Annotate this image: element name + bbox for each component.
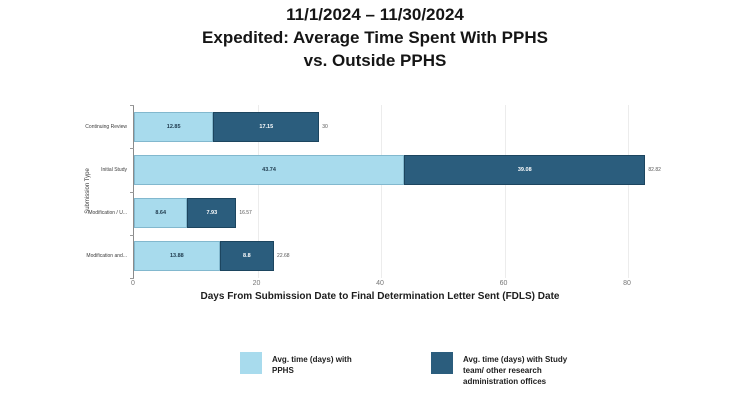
bar-total-label: 82.82: [648, 166, 661, 173]
x-axis-ticks: 0 20 40 60 80: [131, 280, 690, 292]
bar-segment-outside[interactable]: 7.93: [187, 198, 237, 229]
x-tick-label: 0: [131, 280, 135, 287]
gridline: [628, 105, 629, 278]
legend-label-outside: Avg. time (days) with Study team/ other …: [463, 355, 568, 387]
legend-item-pphs[interactable]: Avg. time (days) with PPHS: [240, 352, 372, 376]
chart-title: 11/1/2024 – 11/30/2024 Expedited: Averag…: [0, 3, 750, 72]
bar-total-label: 16.57: [239, 210, 252, 217]
gridline: [504, 105, 506, 278]
chart-title-line-2: Expedited: Average Time Spent With PPHS: [202, 28, 548, 47]
bar-value-label: 43.74: [262, 166, 276, 173]
plot-area: Continuing Review 12.85 17.15 30 Initial Stu…: [85, 105, 691, 279]
x-tick-label: 80: [623, 280, 631, 287]
y-tick-mark: [130, 234, 134, 236]
x-tick-label: 40: [376, 280, 384, 287]
y-tick-mark: [130, 105, 134, 106]
x-axis-title: Days From Submission Date to Final Deter…: [200, 291, 560, 302]
bar-segment-outside[interactable]: 8.8: [219, 241, 275, 272]
category-label: Modification / U...: [88, 210, 127, 217]
x-tick-label: 20: [252, 280, 261, 287]
gridline: [257, 105, 259, 278]
bar-total-label: 22.68: [277, 253, 290, 260]
chart-title-line-1: 11/1/2024 – 11/30/2024: [286, 5, 464, 24]
legend-swatch-outside[interactable]: [431, 352, 453, 374]
y-tick-mark: [130, 278, 134, 279]
bar-segment-pphs[interactable]: 8.64: [134, 198, 188, 229]
y-tick-mark: [130, 191, 134, 193]
legend-label-pphs: Avg. time (days) with PPHS: [272, 355, 352, 376]
bar-value-label: 7.93: [206, 210, 218, 217]
bar-total-label: 30: [322, 123, 328, 130]
category-label: Modification and...: [86, 253, 127, 260]
y-tick-mark: [130, 148, 134, 150]
y-axis-title: Submission Type: [85, 168, 91, 214]
legend: Avg. time (days) with PPHS Avg. time (da…: [0, 352, 750, 398]
bar-value-label: 13.88: [169, 253, 184, 260]
category-label: Continuing Review: [85, 123, 127, 130]
bar-value-label: 8.8: [243, 253, 251, 260]
bar-segment-pphs[interactable]: 13.88: [134, 241, 220, 272]
bar-segment-pphs[interactable]: 12.85: [134, 111, 214, 142]
x-tick-label: 60: [499, 280, 508, 287]
legend-swatch-pphs[interactable]: [240, 352, 262, 374]
bar-value-label: 17.15: [259, 123, 274, 130]
bar-value-label: 12.85: [166, 123, 181, 130]
bar-value-label: 8.64: [155, 210, 167, 217]
bar-segment-pphs[interactable]: 43.74: [134, 154, 405, 185]
gridline: [381, 105, 382, 278]
bar-value-label: 39.08: [517, 166, 532, 173]
bar-segment-outside[interactable]: 17.15: [213, 111, 320, 142]
chart-title-line-3: vs. Outside PPHS: [303, 51, 447, 70]
category-label: Initial Study: [101, 166, 127, 173]
bar-segment-outside[interactable]: 39.08: [404, 154, 646, 185]
legend-item-outside[interactable]: Avg. time (days) with Study team/ other …: [431, 352, 588, 388]
